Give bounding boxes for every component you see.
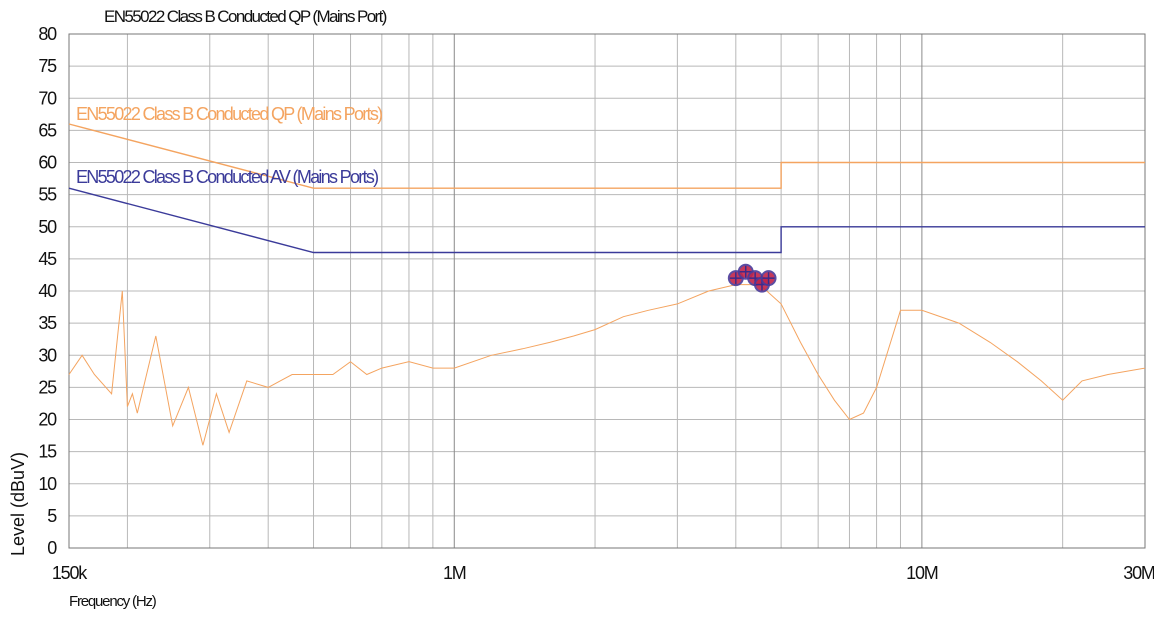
y-tick-label: 5	[47, 506, 57, 526]
x-tick-label: 1M	[443, 563, 466, 583]
series-label-qp: EN55022 Class B Conducted QP (Mains Port…	[76, 104, 382, 124]
x-axis-label: Frequency (Hz)	[69, 593, 157, 610]
plot-frame	[68, 33, 1146, 549]
y-tick-label: 80	[38, 24, 57, 44]
y-tick-label: 70	[38, 88, 57, 108]
y-tick-label: 60	[38, 153, 57, 173]
series-label-av: EN55022 Class B Conducted AV (Mains Port…	[76, 167, 378, 187]
chart-series	[68, 123, 1146, 446]
y-tick-label: 15	[38, 442, 57, 462]
y-tick-label: 50	[38, 217, 57, 237]
y-tick-label: 20	[38, 410, 57, 430]
y-tick-label: 75	[38, 56, 57, 76]
y-tick-label: 0	[47, 538, 57, 558]
y-tick-label: 45	[38, 249, 57, 269]
y-tick-label: 10	[38, 474, 57, 494]
x-tick-label: 30M	[1123, 563, 1154, 583]
chart-grid	[68, 33, 1146, 549]
av-limit-line	[68, 187, 1145, 254]
y-tick-label: 40	[38, 281, 57, 301]
y-tick-label: 30	[38, 345, 57, 365]
y-tick-label: 25	[38, 377, 57, 397]
chart-title: EN55022 Class B Conducted QP (Mains Port…	[104, 7, 387, 26]
y-tick-label: 65	[38, 120, 57, 140]
y-tick-labels: 0 5 10 15 20 25 30 35 40 45 50 55 60 65 70 75 80	[38, 24, 58, 558]
y-tick-label: 35	[38, 313, 57, 333]
y-axis-label: Level (dBuV)	[8, 452, 28, 556]
x-tick-label: 150k	[52, 563, 88, 583]
peak-markers	[727, 263, 777, 293]
y-tick-label: 55	[38, 185, 57, 205]
x-tick-label: 10M	[906, 563, 938, 583]
x-tick-labels: 150k 1M 10M 30M	[52, 563, 1154, 583]
measured-trace	[68, 284, 1146, 446]
qp-limit-line	[68, 123, 1145, 189]
